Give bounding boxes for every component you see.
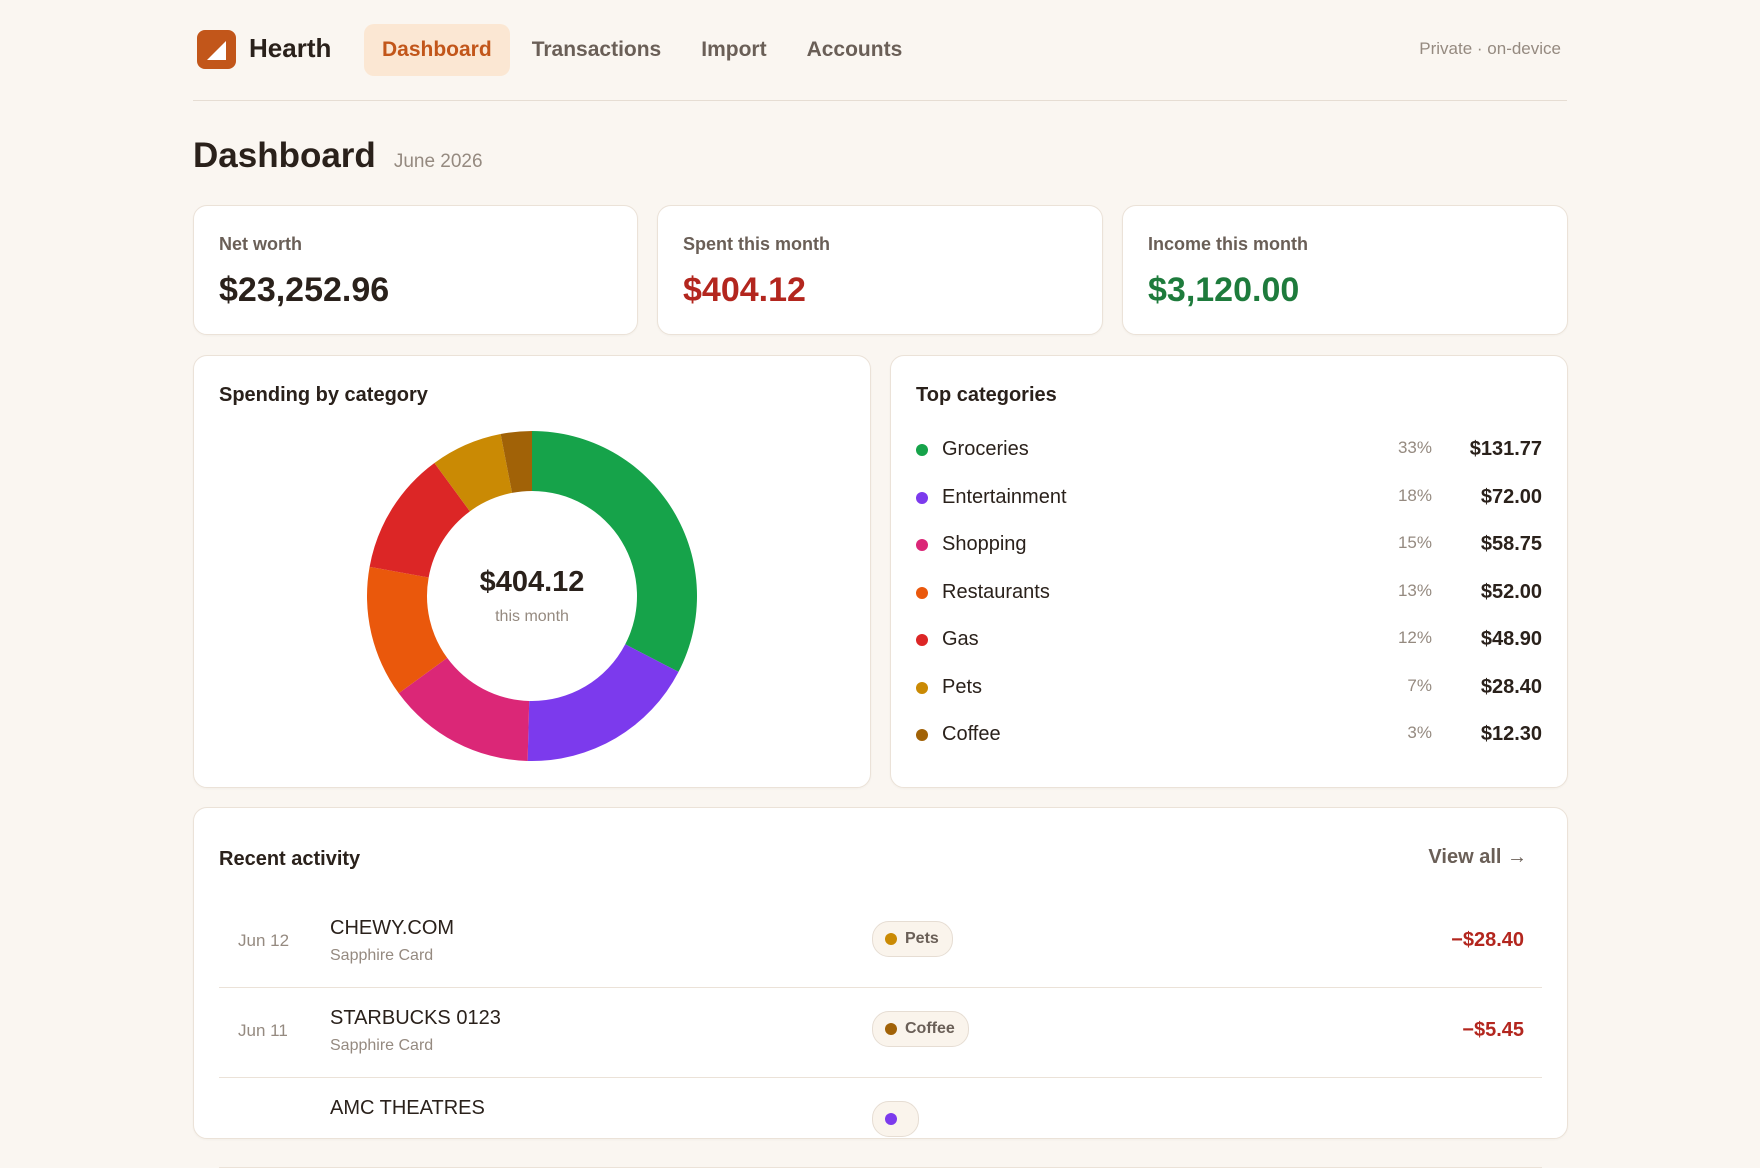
transaction-account: Sapphire Card (330, 1037, 434, 1054)
donut-slice-shopping[interactable] (398, 657, 530, 761)
net-worth-value: $23,252.96 (219, 271, 390, 309)
category-dot-icon (916, 444, 928, 456)
category-dot-icon (916, 729, 928, 741)
category-percent: 18% (1397, 485, 1432, 505)
category-name: Shopping (942, 533, 1027, 555)
recent-activity-title: Recent activity (219, 848, 361, 870)
donut-slice-restaurants[interactable] (367, 566, 448, 694)
top-nav: Hearth Dashboard Transactions Import Acc… (193, 0, 1567, 101)
category-row[interactable]: Coffee 3% $12.30 (916, 721, 1542, 751)
net-worth-card: Net worth $23,252.96 (193, 205, 638, 335)
app-name[interactable]: Hearth (249, 33, 332, 63)
category-amount: $72.00 (1480, 485, 1542, 508)
category-dot-icon (916, 681, 928, 694)
category-row[interactable]: Pets 7% $28.40 (916, 674, 1542, 704)
category-row[interactable]: Restaurants 13% $52.00 (916, 579, 1542, 609)
recent-activity-card: Recent activity View all → Jun 12 CHEWY.C… (193, 807, 1568, 1168)
category-percent: 13% (1397, 580, 1432, 600)
category-badge-label: Coffee (905, 1020, 955, 1037)
category-amount: $28.40 (1480, 675, 1542, 698)
spent-label: Spent this month (683, 234, 830, 254)
transaction-amount: −$28.40 (1451, 929, 1524, 951)
title-row: Dashboard June 2026 (193, 136, 483, 176)
category-row[interactable]: Shopping 15% $58.75 (916, 531, 1542, 561)
category-row[interactable]: Gas 12% $48.90 (916, 626, 1542, 656)
category-dot-icon (916, 491, 928, 504)
transaction-row[interactable]: Jun 11 STARBUCKS 0123 Sapphire Card Coffee −… (219, 987, 1542, 1078)
category-dot-icon (916, 634, 928, 646)
transaction-merchant: AMC THEATRES (330, 1097, 485, 1119)
donut-center-label: this month (495, 608, 569, 625)
page-period: June 2026 (393, 151, 483, 172)
category-amount: $48.90 (1480, 628, 1542, 650)
category-amount: $131.77 (1469, 438, 1542, 460)
tab-transactions[interactable]: Transactions (531, 38, 662, 61)
category-dot-icon (885, 933, 897, 945)
category-name: Pets (942, 675, 983, 698)
top-categories-title: Top categories (916, 384, 1057, 406)
category-dot-icon (885, 1113, 897, 1125)
category-row[interactable]: Entertainment 18% $72.00 (916, 484, 1542, 514)
category-badge[interactable] (872, 1101, 919, 1137)
spent-value: $404.12 (683, 271, 806, 309)
category-name: Groceries (942, 438, 1029, 460)
privacy-note: Private · on-device (1419, 39, 1561, 58)
tab-import[interactable]: Import (701, 38, 767, 61)
donut-slice-pets[interactable] (434, 434, 513, 512)
view-all-link[interactable]: View all → (1428, 846, 1527, 868)
category-percent: 7% (1407, 675, 1432, 695)
nav-tabs: Dashboard Transactions Import Accounts (364, 24, 920, 76)
donut-slice-gas[interactable] (369, 462, 470, 578)
category-name: Restaurants (942, 580, 1050, 603)
income-card: Income this month $3,120.00 (1122, 205, 1568, 335)
category-dot-icon (916, 539, 928, 551)
transaction-row[interactable]: AMC THEATRES (219, 1077, 1542, 1168)
category-percent: 15% (1397, 533, 1432, 552)
category-name: Entertainment (942, 485, 1067, 508)
category-dot-icon (916, 586, 928, 599)
spending-card: Spending by category $404.12 this month (193, 355, 871, 788)
category-amount: $52.00 (1480, 580, 1542, 603)
category-badge[interactable]: Coffee (872, 1011, 969, 1047)
app-root: Hearth Dashboard Transactions Import Acc… (193, 0, 1568, 1168)
category-percent: 3% (1407, 723, 1432, 742)
category-badge-label: Pets (905, 930, 939, 947)
income-value: $3,120.00 (1148, 271, 1300, 309)
category-percent: 12% (1397, 628, 1432, 647)
top-categories-card: Top categories Groceries 33% $131.77 Entert… (890, 355, 1568, 788)
transaction-row[interactable]: Jun 12 CHEWY.COM Sapphire Card Pets −$28.40 (219, 897, 1542, 988)
spending-donut-chart (367, 431, 697, 761)
hearth-logo-icon[interactable] (197, 30, 236, 69)
income-label: Income this month (1148, 234, 1309, 254)
spending-title: Spending by category (219, 384, 428, 406)
transaction-merchant: CHEWY.COM (330, 917, 455, 939)
donut-center-value: $404.12 (479, 566, 585, 598)
category-dot-icon (885, 1023, 897, 1035)
category-percent: 33% (1397, 438, 1432, 457)
donut-slice-groceries[interactable] (532, 431, 697, 672)
net-worth-label: Net worth (219, 234, 302, 254)
category-amount: $58.75 (1480, 533, 1542, 555)
category-badge[interactable]: Pets (872, 921, 953, 957)
transaction-merchant: STARBUCKS 0123 (330, 1007, 501, 1029)
transaction-account: Sapphire Card (330, 947, 434, 964)
tab-accounts[interactable]: Accounts (806, 38, 903, 61)
category-row[interactable]: Groceries 33% $131.77 (916, 436, 1542, 466)
donut-slice-coffee[interactable] (500, 431, 532, 493)
spent-card: Spent this month $404.12 (657, 205, 1103, 335)
category-name: Coffee (942, 723, 1001, 745)
transaction-amount: −$5.45 (1462, 1019, 1524, 1041)
transaction-date: Jun 12 (238, 931, 290, 950)
transaction-date: Jun 11 (238, 1021, 288, 1040)
category-amount: $12.30 (1480, 723, 1542, 745)
page-title: Dashboard (193, 136, 376, 175)
tab-dashboard[interactable]: Dashboard (364, 24, 510, 76)
donut-slice-entertainment[interactable] (527, 644, 679, 761)
category-name: Gas (942, 628, 979, 650)
